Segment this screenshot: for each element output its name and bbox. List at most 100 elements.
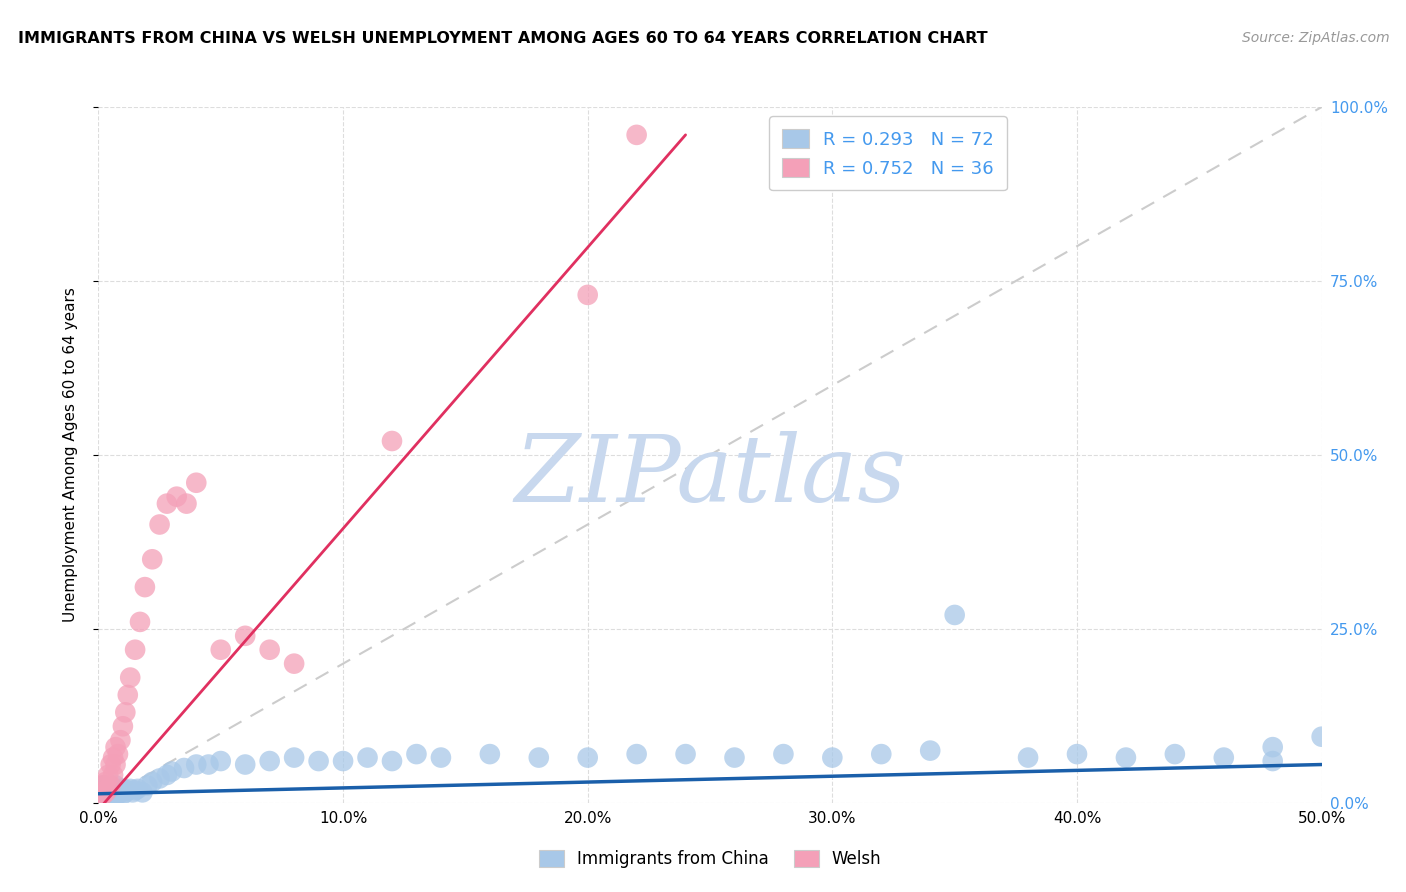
Point [772, 747, 794, 761]
Point [97, 781, 120, 796]
Point [104, 789, 127, 803]
Point [156, 768, 179, 782]
Point [111, 719, 134, 733]
Point [101, 750, 124, 764]
Point [117, 688, 139, 702]
Point [127, 781, 149, 796]
Point [97, 788, 120, 802]
Point [120, 671, 142, 685]
Point [283, 657, 305, 671]
Point [107, 783, 129, 797]
Point [100, 789, 122, 803]
Point [111, 788, 134, 802]
Point [356, 750, 378, 764]
Point [110, 785, 132, 799]
Point [197, 757, 219, 772]
Point [527, 750, 550, 764]
Point [104, 785, 127, 799]
Point [156, 497, 179, 511]
Point [131, 785, 153, 799]
Point [149, 517, 172, 532]
Point [101, 781, 124, 796]
Point [176, 497, 198, 511]
Point [94, 781, 117, 796]
Point [209, 642, 232, 657]
Point [90, 790, 112, 805]
Point [100, 778, 122, 792]
Point [405, 747, 427, 761]
Point [141, 775, 163, 789]
Point [124, 642, 146, 657]
Point [332, 754, 354, 768]
Point [870, 747, 893, 761]
Legend: Immigrants from China, Welsh: Immigrants from China, Welsh [531, 843, 889, 874]
Point [100, 757, 122, 772]
Y-axis label: Unemployment Among Ages 60 to 64 years: Unemployment Among Ages 60 to 64 years [63, 287, 77, 623]
Point [100, 780, 122, 795]
Point [97, 790, 120, 805]
Point [101, 788, 124, 802]
Point [160, 764, 183, 779]
Point [117, 783, 139, 797]
Point [104, 740, 127, 755]
Point [90, 781, 112, 796]
Point [104, 757, 127, 772]
Point [675, 747, 697, 761]
Point [1212, 750, 1234, 764]
Point [821, 750, 844, 764]
Point [91, 783, 114, 797]
Point [381, 754, 404, 768]
Point [576, 288, 599, 302]
Point [114, 785, 136, 799]
Point [136, 778, 159, 792]
Point [90, 785, 112, 799]
Point [100, 785, 122, 799]
Point [107, 788, 129, 802]
Point [94, 785, 117, 799]
Point [121, 785, 143, 799]
Point [97, 783, 120, 797]
Point [1164, 747, 1187, 761]
Point [576, 750, 599, 764]
Point [94, 785, 117, 799]
Point [478, 747, 501, 761]
Point [134, 580, 156, 594]
Point [91, 790, 114, 805]
Point [259, 754, 281, 768]
Point [91, 778, 114, 792]
Point [1261, 740, 1284, 755]
Point [110, 781, 132, 796]
Point [1017, 750, 1039, 764]
Point [381, 434, 404, 448]
Point [124, 783, 146, 797]
Point [430, 750, 453, 764]
Point [186, 757, 208, 772]
Text: ZIPatlas: ZIPatlas [515, 431, 905, 521]
Point [94, 792, 117, 806]
Point [1115, 750, 1137, 764]
Point [723, 750, 745, 764]
Point [101, 768, 124, 782]
Point [94, 775, 117, 789]
Text: IMMIGRANTS FROM CHINA VS WELSH UNEMPLOYMENT AMONG AGES 60 TO 64 YEARS CORRELATIO: IMMIGRANTS FROM CHINA VS WELSH UNEMPLOYM… [18, 31, 988, 46]
Point [91, 788, 114, 802]
Point [129, 615, 152, 629]
Point [209, 754, 232, 768]
Point [110, 733, 132, 747]
Text: Source: ZipAtlas.com: Source: ZipAtlas.com [1241, 31, 1389, 45]
Point [111, 781, 134, 796]
Point [186, 475, 208, 490]
Point [91, 788, 114, 802]
Point [626, 747, 648, 761]
Point [114, 706, 136, 720]
Point [141, 552, 163, 566]
Point [173, 761, 195, 775]
Point [943, 607, 966, 622]
Point [90, 789, 112, 803]
Point [104, 778, 127, 792]
Point [308, 754, 330, 768]
Point [97, 768, 120, 782]
Point [120, 781, 142, 796]
Point [107, 747, 129, 761]
Point [90, 785, 112, 799]
